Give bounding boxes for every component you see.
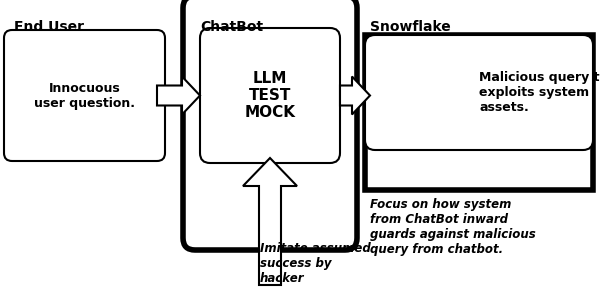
Bar — [365, 35, 593, 190]
Text: End User: End User — [14, 20, 84, 34]
Text: Malicious query that
exploits system
assets.: Malicious query that exploits system ass… — [479, 71, 600, 114]
Text: ChatBot: ChatBot — [200, 20, 263, 34]
Text: Imitate assumed
success by
hacker: Imitate assumed success by hacker — [260, 242, 371, 285]
Text: Snowflake: Snowflake — [370, 20, 451, 34]
Polygon shape — [243, 158, 297, 285]
FancyBboxPatch shape — [365, 35, 593, 150]
Polygon shape — [340, 76, 370, 115]
FancyBboxPatch shape — [200, 28, 340, 163]
Polygon shape — [157, 76, 200, 115]
FancyBboxPatch shape — [4, 30, 165, 161]
FancyBboxPatch shape — [183, 0, 357, 250]
Text: Focus on how system
from ChatBot inward
guards against malicious
query from chat: Focus on how system from ChatBot inward … — [370, 198, 536, 256]
Text: LLM
TEST
MOCK: LLM TEST MOCK — [245, 70, 296, 120]
Text: Innocuous
user question.: Innocuous user question. — [34, 82, 135, 110]
